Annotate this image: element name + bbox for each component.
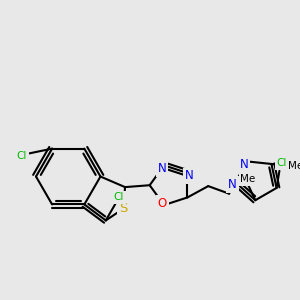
Text: N: N <box>185 169 194 182</box>
Text: Me: Me <box>240 174 255 184</box>
Text: N: N <box>228 178 237 191</box>
Text: N: N <box>158 162 167 175</box>
Text: N: N <box>240 158 249 171</box>
Text: O: O <box>158 197 167 210</box>
Text: Cl: Cl <box>114 193 124 202</box>
Text: S: S <box>119 202 128 215</box>
Text: Cl: Cl <box>276 158 286 168</box>
Text: Me: Me <box>287 161 300 171</box>
Text: Cl: Cl <box>16 151 27 161</box>
